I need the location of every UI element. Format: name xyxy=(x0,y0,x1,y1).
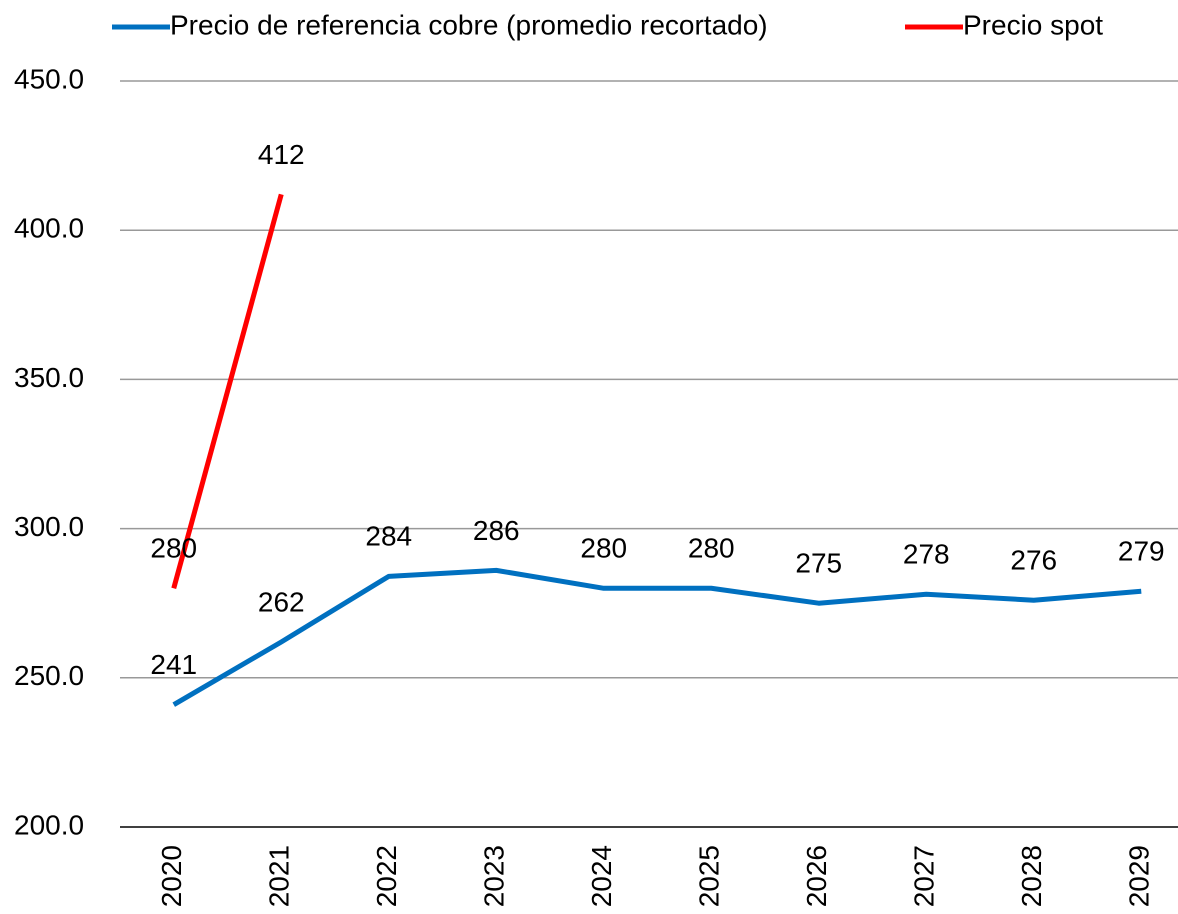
data-label: 412 xyxy=(258,139,305,170)
legend-label: Precio de referencia cobre (promedio rec… xyxy=(170,9,768,40)
data-label: 286 xyxy=(473,515,520,546)
data-label: 280 xyxy=(580,533,627,564)
y-tick-label: 300.0 xyxy=(14,511,84,542)
y-tick-label: 400.0 xyxy=(14,213,84,244)
x-tick-label: 2029 xyxy=(1124,845,1155,907)
data-label: 280 xyxy=(150,533,197,564)
data-label: 280 xyxy=(688,533,735,564)
x-tick-label: 2021 xyxy=(264,845,295,907)
legend-label: Precio spot xyxy=(963,9,1103,40)
x-tick-label: 2026 xyxy=(801,845,832,907)
y-tick-label: 450.0 xyxy=(14,63,84,94)
data-label: 276 xyxy=(1010,545,1057,576)
series-line xyxy=(171,193,284,589)
x-tick-label: 2022 xyxy=(371,845,402,907)
y-tick-label: 250.0 xyxy=(14,660,84,691)
y-tick-label: 200.0 xyxy=(14,809,84,840)
data-label: 284 xyxy=(365,521,412,552)
data-label: 275 xyxy=(795,548,842,579)
x-tick-label: 2023 xyxy=(479,845,510,907)
x-tick-label: 2025 xyxy=(694,845,725,907)
x-tick-label: 2024 xyxy=(586,845,617,907)
x-tick-label: 2020 xyxy=(156,845,187,907)
x-tick-label: 2027 xyxy=(909,845,940,907)
data-label: 241 xyxy=(150,649,197,680)
data-label: 278 xyxy=(903,539,950,570)
series-line xyxy=(172,567,1142,707)
data-label: 262 xyxy=(258,586,305,617)
y-tick-label: 350.0 xyxy=(14,362,84,393)
x-tick-label: 2028 xyxy=(1016,845,1047,907)
data-label: 279 xyxy=(1118,536,1165,567)
